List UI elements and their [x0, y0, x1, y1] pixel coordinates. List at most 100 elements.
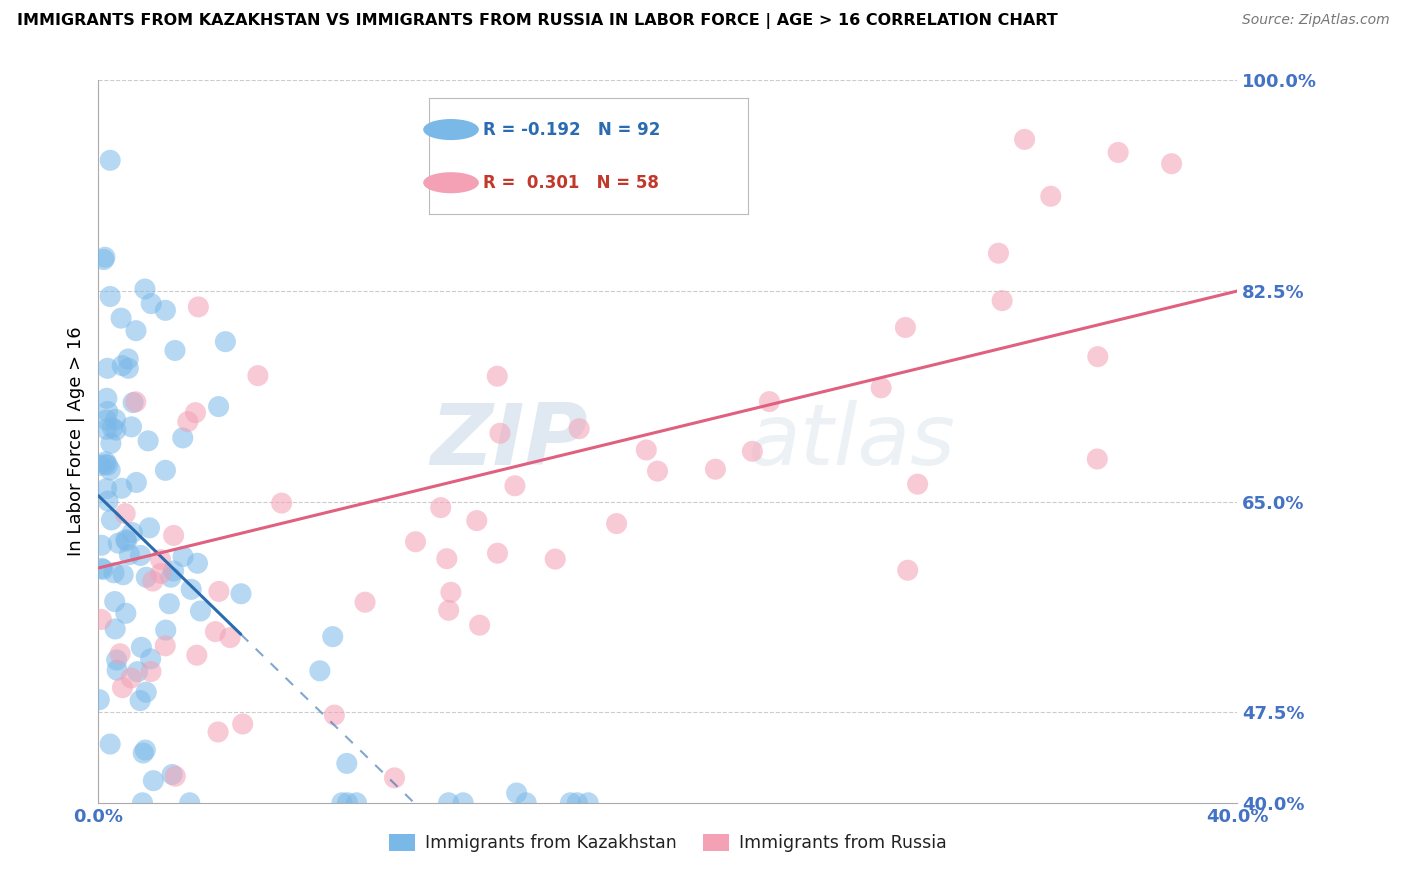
Point: [987, 246, 1010, 260]
Point: [894, 320, 917, 334]
Point: [96, 422, 118, 436]
Point: [104, 412, 127, 426]
Point: [112, 567, 135, 582]
Point: [157, 597, 180, 611]
Point: [98, 289, 121, 303]
Point: [91, 562, 114, 576]
Point: [118, 548, 141, 562]
Point: [105, 663, 128, 677]
Point: [177, 415, 200, 429]
Point: [1087, 350, 1109, 364]
Point: [270, 496, 292, 510]
Point: [160, 767, 183, 781]
Point: [246, 368, 269, 383]
Point: [96, 482, 118, 496]
Point: [129, 549, 152, 563]
Point: [114, 507, 136, 521]
Text: atlas: atlas: [748, 400, 956, 483]
Point: [468, 618, 491, 632]
Point: [179, 796, 201, 810]
Point: [135, 685, 157, 699]
Point: [94, 455, 117, 469]
Point: [323, 708, 346, 723]
Point: [207, 400, 229, 414]
Point: [155, 639, 177, 653]
Point: [897, 563, 920, 577]
Point: [505, 786, 527, 800]
Point: [405, 534, 427, 549]
Point: [907, 477, 929, 491]
Point: [94, 250, 117, 264]
Point: [190, 604, 212, 618]
Point: [155, 623, 177, 637]
Point: [127, 665, 149, 679]
Point: [606, 516, 628, 531]
Point: [135, 570, 157, 584]
Point: [180, 582, 202, 597]
Point: [141, 296, 163, 310]
Point: [704, 462, 727, 476]
Point: [93, 252, 115, 267]
Point: [560, 796, 582, 810]
Point: [741, 444, 763, 458]
Point: [465, 514, 488, 528]
Point: [111, 359, 134, 373]
Point: [214, 334, 236, 349]
Point: [184, 406, 207, 420]
Point: [436, 551, 458, 566]
Point: [162, 528, 184, 542]
Point: [138, 521, 160, 535]
Point: [136, 434, 159, 448]
Point: [108, 647, 131, 661]
Point: [437, 603, 460, 617]
Point: [322, 630, 344, 644]
Point: [121, 525, 143, 540]
Point: [160, 570, 183, 584]
Point: [101, 421, 124, 435]
Point: [155, 303, 177, 318]
Point: [121, 420, 143, 434]
Point: [114, 607, 136, 621]
Point: [330, 796, 353, 810]
Point: [134, 282, 156, 296]
Point: [139, 652, 162, 666]
Point: [486, 369, 509, 384]
Point: [104, 423, 127, 437]
Point: [90, 561, 112, 575]
Point: [336, 796, 359, 810]
Point: [94, 458, 117, 472]
Point: [204, 624, 226, 639]
Point: [186, 648, 208, 663]
Point: [172, 431, 194, 445]
Point: [117, 351, 139, 366]
Y-axis label: In Labor Force | Age > 16: In Labor Force | Age > 16: [66, 326, 84, 557]
Point: [107, 536, 129, 550]
Point: [139, 665, 162, 679]
Point: [104, 594, 127, 608]
Point: [131, 640, 153, 655]
Text: Source: ZipAtlas.com: Source: ZipAtlas.com: [1241, 13, 1389, 28]
Point: [115, 534, 138, 549]
Point: [125, 475, 148, 490]
Point: [489, 426, 512, 441]
Point: [105, 653, 128, 667]
Point: [440, 585, 463, 599]
Point: [437, 796, 460, 810]
Point: [90, 612, 112, 626]
Point: [208, 584, 231, 599]
Point: [1085, 452, 1108, 467]
Point: [96, 413, 118, 427]
Point: [155, 463, 177, 477]
Point: [429, 500, 451, 515]
Point: [114, 533, 136, 547]
Point: [142, 574, 165, 588]
Point: [187, 300, 209, 314]
Point: [97, 404, 120, 418]
Point: [354, 595, 377, 609]
Point: [207, 725, 229, 739]
Point: [111, 481, 134, 495]
Point: [117, 361, 139, 376]
Legend: Immigrants from Kazakhstan, Immigrants from Russia: Immigrants from Kazakhstan, Immigrants f…: [381, 827, 955, 859]
Point: [125, 324, 148, 338]
Point: [576, 796, 599, 810]
